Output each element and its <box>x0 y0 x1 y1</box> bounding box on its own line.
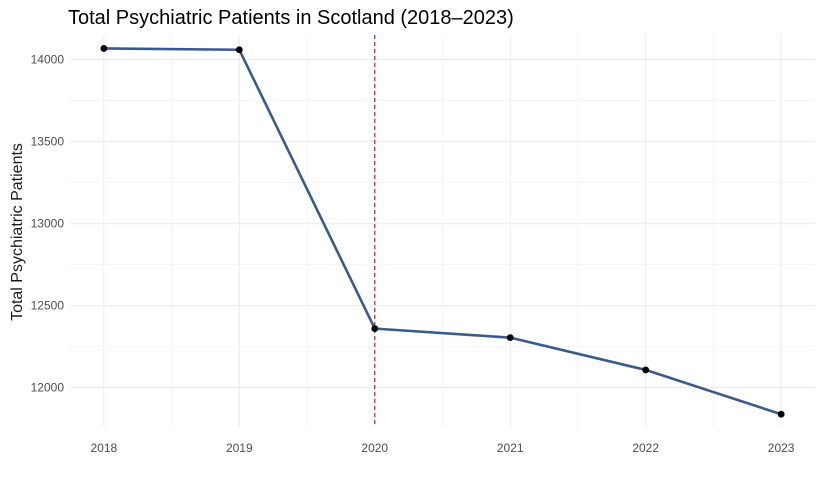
y-tick-label: 13500 <box>31 135 65 149</box>
x-tick-label: 2023 <box>768 441 795 455</box>
y-tick-label: 13000 <box>31 217 65 231</box>
points-layer <box>100 45 785 418</box>
x-tick-label: 2020 <box>361 441 388 455</box>
y-tick-label: 14000 <box>31 53 65 67</box>
series-line <box>103 47 782 416</box>
data-point <box>506 334 514 342</box>
y-tick-label: 12500 <box>31 299 65 313</box>
data-point <box>777 410 785 418</box>
data-point <box>100 45 108 52</box>
data-point <box>642 366 650 374</box>
y-tick-label: 12000 <box>31 381 65 395</box>
data-point <box>371 325 379 332</box>
x-axis-ticks: 2018 2019 2020 2021 2022 2023 <box>91 441 795 455</box>
grid <box>70 35 815 427</box>
y-axis-ticks: 12000 12500 13000 13500 14000 <box>31 53 65 395</box>
x-tick-label: 2018 <box>91 441 118 455</box>
x-tick-label: 2022 <box>632 441 659 455</box>
series-layer <box>103 47 782 416</box>
data-point <box>235 46 243 54</box>
chart-title: Total Psychiatric Patients in Scotland (… <box>68 7 514 29</box>
x-tick-label: 2021 <box>497 441 524 455</box>
x-tick-label: 2019 <box>226 441 253 455</box>
